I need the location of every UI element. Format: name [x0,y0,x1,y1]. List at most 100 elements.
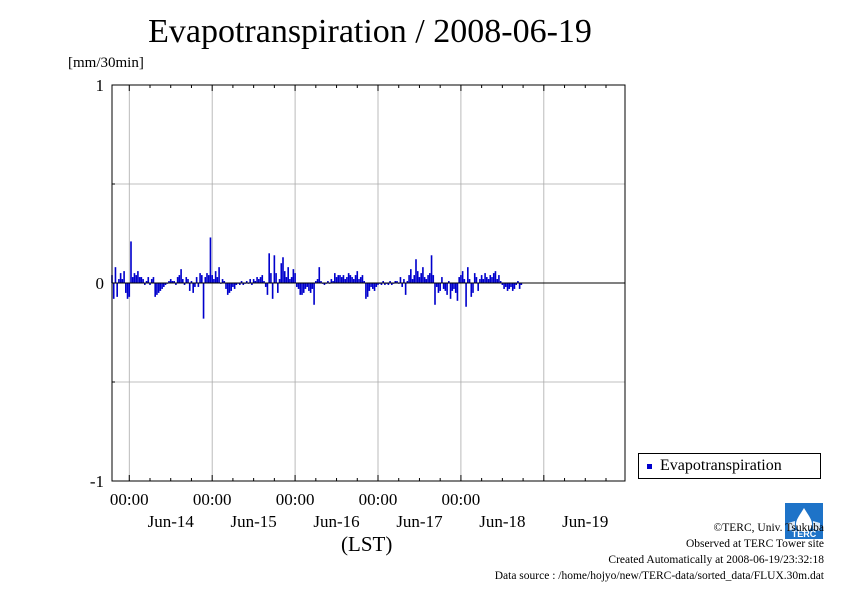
credit-copyright: ©TERC, Univ. Tsukuba [713,522,824,534]
bar [168,281,170,283]
bar [258,279,260,283]
bar [154,283,156,297]
bar [275,273,277,283]
bar [197,283,200,287]
axis-ticks [112,84,625,482]
bar [202,283,205,319]
bar [513,283,516,289]
bar [511,283,514,291]
bar [159,283,162,291]
bar [128,283,131,297]
bar [399,277,402,283]
bar [401,283,403,287]
bar [218,267,220,283]
bar [138,277,141,283]
bar [470,283,473,297]
legend: Evapotranspiration [638,453,821,479]
bar [342,275,345,283]
bar [156,283,158,295]
bar [149,283,151,285]
x-time-label: 00:00 [110,490,149,509]
bar [494,271,497,283]
bar [316,279,319,283]
bar [442,283,445,289]
bar [473,273,476,283]
bar [408,275,410,283]
bar [249,279,251,283]
bar [518,283,521,289]
bar [503,283,505,289]
y-axis-unit-label: [mm/30min] [68,55,144,71]
bar [233,283,236,289]
bar [517,281,519,283]
bar [130,241,132,283]
bar [332,281,334,283]
bar [185,277,188,283]
bar [472,283,474,293]
bar [439,283,441,291]
bar [266,283,269,295]
bar [256,277,258,283]
bar [451,283,454,291]
bar [199,273,201,283]
bar [354,275,357,283]
bar [480,275,483,283]
bar [366,283,369,297]
bar [413,275,416,283]
bar [375,283,378,287]
bar [116,283,118,297]
bar [330,279,333,283]
bar [135,275,137,283]
bar [119,273,122,283]
bar [441,277,443,283]
bar [384,283,386,285]
bar [458,277,460,283]
bar [454,283,457,293]
bar [418,277,421,283]
bar [187,279,189,283]
bar [178,275,181,283]
bar [496,279,498,283]
bar [311,283,314,289]
bars-layer [111,237,523,319]
bar [353,279,355,283]
bar [254,281,257,283]
bar [365,283,367,299]
bar [456,283,459,301]
bar [273,255,276,283]
x-date-label: Jun-19 [562,512,608,531]
bar [368,283,371,291]
bar [140,277,143,283]
bar [335,277,338,283]
bar [228,283,231,293]
bar [206,273,208,283]
bar [422,267,424,283]
bar [214,271,217,283]
bar [387,283,390,285]
chart-title: Evapotranspiration / 2008-06-19 [148,13,592,50]
y-tick-label: 1 [96,76,105,95]
bar [339,275,341,283]
bar [235,283,238,285]
bar [351,277,353,283]
bar [467,267,469,283]
bar [190,281,193,283]
bar [204,277,207,283]
bar [280,263,283,283]
x-date-label: Jun-15 [230,512,276,531]
bar [487,279,490,283]
legend-swatch [647,464,652,469]
bar [292,269,295,283]
bar [416,271,419,283]
bar [435,283,438,287]
x-date-label: Jun-17 [396,512,443,531]
bar [410,269,412,283]
bar [239,283,241,285]
bar [245,281,248,283]
bar [259,277,262,283]
bar [318,267,321,283]
credit-source: Data source : /home/hojyo/new/TERC-data/… [494,570,824,582]
bar [492,273,495,283]
bar [415,259,417,283]
bar [358,279,360,283]
